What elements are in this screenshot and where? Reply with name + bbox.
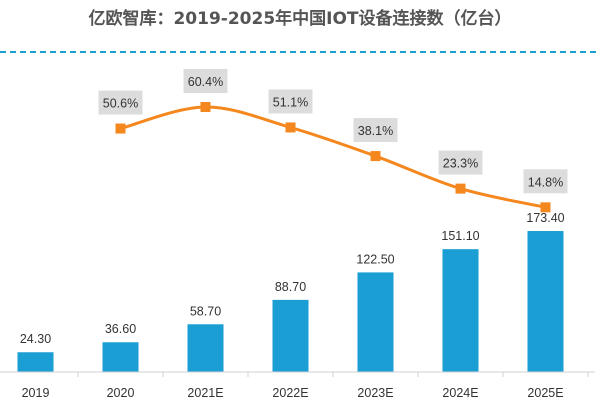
line-data-label: 50.6% <box>103 97 138 111</box>
bar-data-label: 151.10 <box>441 229 479 243</box>
line-marker <box>370 151 381 162</box>
bar <box>527 231 564 372</box>
bar <box>187 324 224 372</box>
x-tick-label: 2020 <box>107 386 135 400</box>
line-data-label: 51.1% <box>273 95 308 109</box>
chart-title: 亿欧智库：2019-2025年中国IOT设备连接数（亿台） <box>88 8 511 29</box>
growth-line <box>120 105 546 209</box>
x-tick-label: 2025E <box>527 386 563 400</box>
x-tick-label: 2019 <box>22 386 50 400</box>
line-data-label: 23.3% <box>443 157 478 171</box>
bar <box>357 272 394 372</box>
x-tick-label: 2023E <box>357 386 393 400</box>
line-data-label: 60.4% <box>188 75 223 89</box>
bar-data-label: 24.30 <box>20 332 51 346</box>
bar <box>442 249 479 372</box>
line-label-box <box>438 150 483 175</box>
bar-data-label: 36.60 <box>105 322 136 336</box>
line-label-box <box>98 90 143 115</box>
line-data-label: 14.8% <box>528 175 563 189</box>
x-tick-label: 2021E <box>187 386 223 400</box>
bar <box>102 342 139 372</box>
line-marker <box>455 183 466 194</box>
bar <box>272 299 309 372</box>
line-label-box <box>523 169 568 194</box>
x-tick-label: 2024E <box>442 386 478 400</box>
bar-data-label: 88.70 <box>275 280 306 294</box>
line-label-box <box>353 118 398 143</box>
line-data-label: 38.1% <box>358 124 393 138</box>
line-marker <box>540 202 551 213</box>
bar-data-label: 58.70 <box>190 304 221 318</box>
line-marker <box>115 123 126 134</box>
line-label-box <box>268 89 313 114</box>
line-label-box <box>183 69 228 93</box>
line-marker <box>285 122 296 133</box>
bar-data-label: 173.40 <box>526 211 564 225</box>
line-marker <box>200 102 211 112</box>
bar-data-label: 122.50 <box>356 252 394 266</box>
x-tick-label: 2022E <box>272 386 308 400</box>
bar <box>17 352 54 372</box>
